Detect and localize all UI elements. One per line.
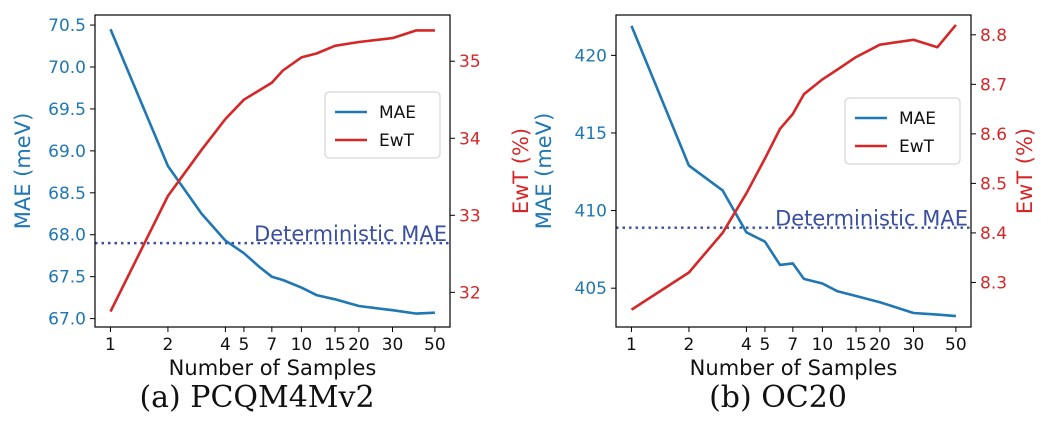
y-axis-label: MAE (meV)	[532, 113, 556, 230]
y-tick-label: 405	[575, 279, 607, 299]
x-tick-label: 1	[105, 335, 116, 355]
series-line-ewt	[630, 24, 957, 311]
y-tick-label: 69.5	[48, 100, 86, 120]
x-tick-label: 50	[424, 335, 446, 355]
panel-oc20: Deterministic MAE 1 2 4 5 7 10 15 20 30 50 405 410 41…	[532, 14, 1037, 415]
x-tick-label: 4	[741, 335, 752, 355]
series-line-mae	[109, 28, 435, 315]
x-tick-label: 20	[348, 335, 370, 355]
y-tick-label: 68.0	[48, 226, 86, 246]
y2-tick-label: 8.8	[980, 26, 1007, 46]
x-tick-label: 15	[324, 335, 346, 355]
y-tick-label: 70.5	[48, 16, 86, 36]
y2-tick-label: 8.4	[980, 224, 1007, 244]
y-axis-label: MAE (meV)	[11, 113, 35, 230]
y-tick-label: 69.0	[48, 142, 86, 162]
x-tick-label: 2	[684, 335, 695, 355]
legend-label-mae: MAE	[379, 103, 416, 123]
x-tick-label: 30	[903, 335, 925, 355]
chart-caption: (b) OC20	[709, 380, 847, 415]
plot-frame	[94, 14, 451, 328]
deterministic-mae-label: Deterministic MAE	[775, 207, 968, 231]
y-tick-label: 68.5	[48, 184, 86, 204]
y2-tick-label: 8.5	[980, 174, 1007, 194]
y2-tick-label: 35	[459, 52, 481, 72]
y2-tick-label: 8.7	[980, 75, 1007, 95]
legend-label-ewt: EwT	[899, 137, 935, 157]
x-tick-label: 15	[845, 335, 867, 355]
y2-tick-label: 8.6	[980, 125, 1007, 145]
legend-label-ewt: EwT	[379, 131, 415, 151]
deterministic-mae-label: Deterministic MAE	[254, 222, 447, 246]
y2-axis-label: EwT (%)	[509, 128, 533, 214]
x-tick-label: 30	[382, 335, 404, 355]
x-tick-label: 7	[787, 335, 798, 355]
x-axis-label: Number of Samples	[690, 356, 898, 380]
plot-frame	[615, 14, 972, 328]
x-tick-label: 5	[760, 335, 771, 355]
x-tick-label: 5	[239, 335, 250, 355]
y2-tick-label: 33	[459, 206, 481, 226]
x-tick-label: 20	[869, 335, 891, 355]
series-line-mae	[630, 25, 957, 318]
y2-tick-label: 34	[459, 129, 481, 149]
y-tick-label: 410	[575, 202, 607, 222]
legend-box	[844, 97, 961, 165]
x-axis-label: Number of Samples	[169, 356, 377, 380]
x-tick-label: 10	[291, 335, 313, 355]
y2-axis-label: EwT (%)	[1013, 128, 1037, 214]
y2-tick-label: 8.3	[980, 273, 1007, 293]
series-line-ewt	[109, 29, 435, 313]
x-tick-label: 4	[220, 335, 231, 355]
legend-label-mae: MAE	[899, 109, 936, 129]
y-tick-label: 415	[575, 124, 607, 144]
y-tick-label: 70.0	[48, 58, 86, 78]
x-tick-label: 7	[266, 335, 277, 355]
x-tick-label: 50	[945, 335, 967, 355]
y-tick-label: 67.5	[48, 268, 86, 288]
y-tick-label: 67.0	[48, 310, 86, 330]
legend-box	[324, 91, 441, 159]
y-tick-label: 420	[575, 46, 607, 66]
y2-tick-label: 32	[459, 283, 481, 303]
x-tick-label: 2	[163, 335, 174, 355]
panel-pcqm4mv2: Deterministic MAE 1 2 4 5 7 10 15 20 30 50 67.0 67.5…	[11, 14, 533, 415]
chart-caption: (a) PCQM4Mv2	[139, 380, 374, 415]
x-tick-label: 10	[812, 335, 834, 355]
x-tick-label: 1	[626, 335, 637, 355]
